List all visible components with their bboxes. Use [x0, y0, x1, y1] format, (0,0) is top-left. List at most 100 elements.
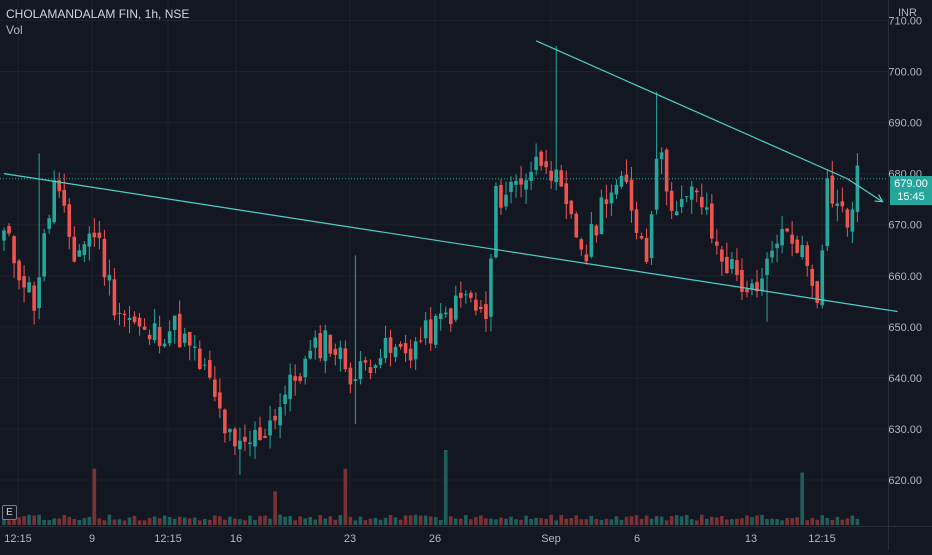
candle-body — [7, 226, 11, 234]
volume-bar — [418, 515, 423, 525]
candle-body — [353, 379, 358, 382]
candle-body — [303, 358, 307, 378]
volume-bar — [238, 519, 242, 525]
candle-body — [293, 376, 297, 381]
candle-body — [634, 209, 639, 233]
chart-legend[interactable]: CHOLAMANDALAM FIN, 1h, NSE Vol — [6, 6, 189, 38]
x-tick-label: 9 — [89, 533, 95, 545]
volume-bar — [820, 515, 825, 525]
candle-body — [403, 343, 408, 354]
volume-bar — [293, 520, 297, 525]
volume-bar — [433, 517, 438, 525]
volume-bar — [2, 516, 6, 525]
volume-bar — [358, 516, 363, 525]
candle-body — [479, 306, 483, 310]
log-scale-e-icon[interactable]: E — [2, 505, 17, 520]
candle-body — [514, 180, 518, 185]
candle-body — [348, 367, 353, 385]
candle-body — [589, 224, 594, 257]
volume-bar — [830, 519, 835, 525]
volume-bar — [42, 519, 46, 525]
candle-body — [343, 348, 348, 370]
volume-bar — [448, 516, 453, 525]
volume-bar — [765, 518, 769, 525]
volume-bar — [353, 520, 358, 525]
volume-bar — [699, 514, 704, 525]
volume-bar — [278, 514, 282, 525]
candle-body — [790, 234, 794, 244]
y-tick-label: 710.00 — [888, 15, 922, 27]
candle-body — [82, 244, 87, 256]
candle-body — [278, 407, 282, 426]
candle-body — [649, 214, 654, 259]
volume-bar — [343, 468, 348, 525]
volume-bar — [589, 515, 594, 525]
candle-body — [619, 175, 624, 187]
candle-body — [805, 245, 809, 266]
candle-body — [152, 323, 157, 341]
volume-bar — [318, 515, 323, 525]
candle-body — [604, 199, 609, 204]
candle-body — [679, 199, 684, 207]
volume-bar — [509, 516, 513, 525]
candle-body — [87, 233, 92, 247]
volume-bar — [22, 516, 26, 525]
volume-bar — [494, 519, 498, 525]
volume-bar — [152, 516, 157, 525]
volume-bar — [62, 514, 67, 525]
volume-bar — [218, 516, 222, 525]
volume-bar — [619, 519, 624, 525]
candle-body — [428, 319, 433, 344]
candle-body — [474, 299, 478, 311]
volume-bar — [539, 518, 543, 525]
candle-body — [745, 289, 749, 293]
volume-bar — [684, 514, 689, 525]
candle-body — [584, 254, 589, 262]
volume-bar — [649, 518, 654, 525]
candle-body — [253, 430, 257, 447]
volume-bar — [599, 519, 604, 525]
candle-body — [459, 292, 463, 298]
volume-bar — [443, 450, 448, 525]
candle-body — [494, 185, 498, 258]
volume-bar — [338, 515, 343, 525]
y-tick-label: 630.00 — [888, 424, 922, 436]
volume-bar — [454, 518, 458, 525]
symbol-title[interactable]: CHOLAMANDALAM FIN, 1h, NSE — [6, 7, 190, 21]
volume-bar — [654, 516, 659, 525]
volume-bar — [122, 520, 127, 525]
volume-bar — [213, 515, 217, 525]
volume-bar — [373, 517, 378, 525]
trendline — [3, 173, 898, 313]
candle-body — [810, 268, 815, 286]
candle-body — [92, 232, 97, 238]
candle-body — [539, 151, 543, 166]
candle-body — [117, 312, 122, 314]
volume-bar — [52, 518, 56, 525]
candle-body — [484, 304, 488, 319]
candle-body — [509, 181, 513, 192]
candle-body — [750, 283, 754, 290]
candle-body — [780, 228, 784, 246]
volume-bar — [569, 517, 574, 525]
volume-bar — [689, 519, 694, 525]
candle-body — [137, 317, 142, 327]
candle-body — [393, 346, 398, 358]
volume-bar — [313, 519, 318, 525]
volume-bar — [328, 516, 333, 525]
volume-bar — [484, 518, 488, 525]
volume-bar — [514, 519, 518, 525]
candle-body — [67, 204, 72, 237]
volume-bar — [197, 520, 202, 525]
candle-body — [534, 156, 538, 171]
candle-body — [172, 315, 177, 330]
volume-bar — [674, 515, 679, 525]
volume-bar — [87, 516, 92, 525]
volume-bar — [840, 519, 845, 525]
volume-bar — [755, 515, 759, 525]
volume-bar — [192, 517, 197, 525]
volume-bar — [187, 518, 192, 525]
